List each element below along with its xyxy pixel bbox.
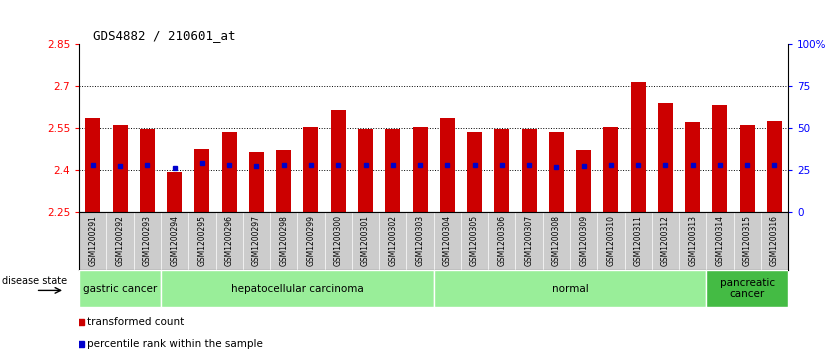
Bar [576,150,591,212]
Bar [467,132,482,212]
Bar [434,270,706,307]
Text: GSM1200308: GSM1200308 [552,215,561,266]
Text: GSM1200297: GSM1200297 [252,215,261,266]
Bar [79,270,161,307]
Text: GSM1200306: GSM1200306 [497,215,506,266]
Bar [385,129,400,212]
Text: GSM1200302: GSM1200302 [389,215,397,266]
Text: GDS4882 / 210601_at: GDS4882 / 210601_at [93,29,236,42]
Text: transformed count: transformed count [87,317,184,327]
Text: GSM1200299: GSM1200299 [306,215,315,266]
Text: GSM1200315: GSM1200315 [743,215,751,266]
Bar [358,129,373,212]
Text: hepatocellular carcinoma: hepatocellular carcinoma [231,284,364,294]
Bar [194,149,209,212]
Text: GSM1200296: GSM1200296 [224,215,234,266]
Text: GSM1200310: GSM1200310 [606,215,615,266]
Text: GSM1200311: GSM1200311 [634,215,643,266]
Bar [140,129,155,212]
Text: percentile rank within the sample: percentile rank within the sample [87,339,263,349]
Text: GSM1200293: GSM1200293 [143,215,152,266]
Text: GSM1200316: GSM1200316 [770,215,779,266]
Bar [222,132,237,212]
Bar [167,172,182,212]
Bar [161,270,434,307]
Text: pancreatic
cancer: pancreatic cancer [720,278,775,299]
Bar [440,118,455,212]
Bar [495,129,510,212]
Text: GSM1200309: GSM1200309 [579,215,588,266]
Bar [521,129,536,212]
Bar [249,152,264,212]
Text: normal: normal [551,284,588,294]
Bar [604,127,618,212]
Bar [740,125,755,212]
Bar [658,103,673,212]
Bar [686,122,701,212]
Text: GSM1200291: GSM1200291 [88,215,98,266]
Bar [413,127,428,212]
Text: GSM1200312: GSM1200312 [661,215,670,266]
Text: GSM1200307: GSM1200307 [525,215,534,266]
Text: GSM1200295: GSM1200295 [198,215,207,266]
Text: disease state: disease state [2,276,67,286]
Text: GSM1200313: GSM1200313 [688,215,697,266]
Text: GSM1200300: GSM1200300 [334,215,343,266]
Text: GSM1200292: GSM1200292 [116,215,124,266]
Bar [706,270,788,307]
Text: gastric cancer: gastric cancer [83,284,158,294]
Bar [331,110,346,212]
Text: GSM1200314: GSM1200314 [716,215,725,266]
Bar [712,105,727,212]
Text: GSM1200303: GSM1200303 [415,215,425,266]
Bar [276,150,291,212]
Bar [549,132,564,212]
Bar [304,127,319,212]
Text: GSM1200294: GSM1200294 [170,215,179,266]
Bar [113,125,128,212]
Bar [85,118,100,212]
Bar [631,82,646,212]
Bar [767,121,782,212]
Text: GSM1200298: GSM1200298 [279,215,289,266]
Text: GSM1200301: GSM1200301 [361,215,370,266]
Text: GSM1200305: GSM1200305 [470,215,479,266]
Text: GSM1200304: GSM1200304 [443,215,452,266]
